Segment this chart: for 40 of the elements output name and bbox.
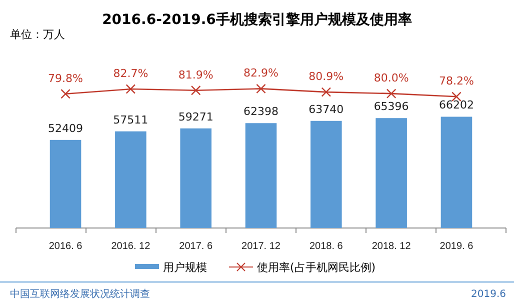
data-label: 78.2%: [439, 74, 474, 88]
data-label: 65396: [374, 100, 409, 114]
x-tick-label: 2017. 12: [242, 241, 281, 252]
text: 中国互联网络发展状况统计调查: [10, 288, 150, 300]
legend-label: 使用率(占手机网民比例): [257, 261, 376, 274]
x-tick-label: 2017. 6: [179, 241, 213, 252]
bar: [376, 118, 407, 228]
data-label: 80.9%: [308, 70, 344, 84]
data-label: 57511: [113, 113, 148, 126]
text: 2019.6: [471, 289, 506, 300]
data-label: 52409: [48, 122, 84, 135]
data-label: 79.8%: [48, 72, 83, 85]
data-label: 81.9%: [178, 68, 214, 82]
bar: [50, 140, 82, 228]
data-label: 62398: [244, 105, 278, 118]
data-label: 82.7%: [113, 67, 148, 80]
data-label: 80.0%: [374, 72, 409, 85]
text: 单位：万人: [10, 28, 65, 41]
data-label: 82.9%: [244, 66, 278, 80]
x-tick-label: 2019. 6: [440, 241, 474, 252]
data-label: 59271: [178, 110, 214, 124]
point: [126, 84, 136, 94]
bar: [115, 131, 146, 228]
point: [60, 89, 70, 99]
chart-title: 2016.6-2019.6手机搜索引擎用户规模及使用率: [102, 11, 412, 28]
point: [321, 87, 332, 97]
x-tick-label: 2016. 6: [48, 241, 83, 252]
point: [256, 84, 266, 94]
x-tick-label: 2016. 12: [111, 241, 151, 252]
bar: [245, 123, 277, 228]
data-label: 63740: [308, 102, 344, 116]
point: [386, 88, 396, 98]
bar: [180, 128, 212, 228]
point: [190, 85, 201, 96]
bar: [310, 120, 342, 228]
x-tick-label: 2018. 6: [309, 241, 344, 252]
data-label: 66202: [438, 98, 474, 112]
legend-label: 用户规模: [163, 261, 207, 274]
x-tick-label: 2018. 12: [372, 241, 412, 252]
bar: [440, 116, 472, 228]
